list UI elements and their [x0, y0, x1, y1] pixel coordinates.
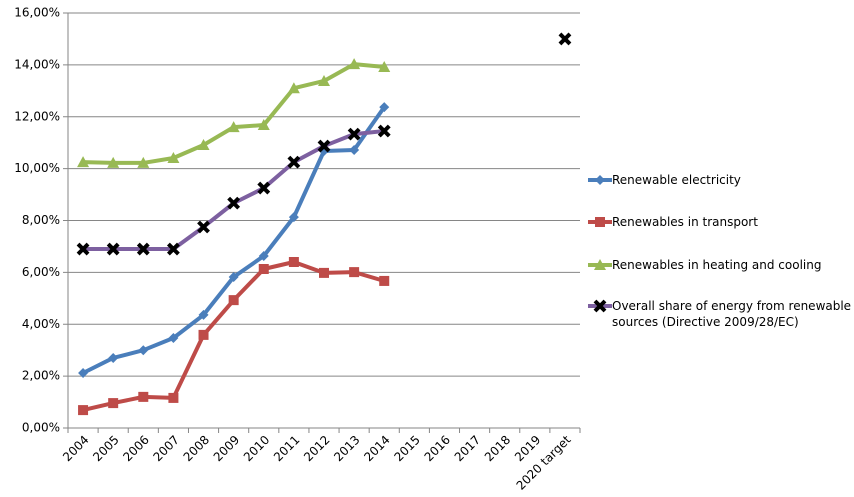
legend-item: Renewable electricity: [588, 172, 854, 188]
legend-swatch: [588, 175, 612, 185]
marker: [136, 242, 150, 256]
legend-label: Renewable electricity: [612, 173, 741, 187]
x-tick-label: 2017: [452, 433, 483, 464]
x-tick-label: 2011: [271, 433, 302, 464]
y-tick-label: 4,00%: [22, 317, 60, 331]
marker: [349, 144, 360, 155]
x-tick-label: 2004: [60, 433, 91, 464]
marker: [167, 151, 180, 163]
legend-label: Overall share of energy from renewable s…: [612, 299, 852, 329]
x-tick-label: 2012: [301, 433, 332, 464]
marker: [228, 272, 239, 283]
marker: [197, 220, 210, 234]
marker: [595, 217, 605, 227]
marker: [108, 398, 119, 409]
legend-label: Renewables in transport: [612, 215, 758, 229]
legend-item: Renewables in transport: [588, 214, 854, 230]
y-tick-label: 10,00%: [14, 161, 60, 175]
legend-swatch: [588, 259, 612, 270]
marker: [378, 60, 391, 72]
marker: [198, 329, 209, 340]
marker: [593, 299, 607, 313]
marker: [197, 139, 210, 151]
marker: [379, 275, 390, 286]
marker: [137, 156, 150, 168]
y-tick-label: 0,00%: [22, 421, 60, 435]
marker: [377, 124, 391, 138]
marker: [227, 196, 241, 210]
marker: [107, 156, 120, 168]
series-line: [82, 260, 385, 413]
x-tick-label: 2018: [482, 433, 513, 464]
marker: [288, 212, 299, 223]
marker: [257, 119, 270, 131]
marker: [138, 391, 149, 402]
marker: [287, 155, 301, 169]
marker: [258, 251, 269, 262]
marker: [78, 368, 89, 379]
marker: [77, 156, 90, 168]
y-tick-label: 16,00%: [14, 6, 60, 20]
marker: [595, 175, 605, 185]
marker: [558, 32, 572, 46]
marker: [594, 259, 606, 270]
legend-item: Renewables in heating and cooling: [588, 257, 854, 273]
x-tick-label: 2015: [391, 433, 422, 464]
y-tick-label: 8,00%: [22, 213, 60, 227]
marker: [106, 242, 120, 256]
legend-swatch: [588, 299, 612, 313]
marker: [317, 139, 331, 153]
marker: [76, 242, 90, 256]
marker: [349, 267, 360, 278]
marker: [168, 332, 179, 343]
marker: [138, 345, 149, 356]
marker: [166, 242, 180, 256]
y-tick-label: 6,00%: [22, 265, 60, 279]
marker: [78, 405, 89, 416]
legend-label: Renewables in heating and cooling: [612, 258, 822, 272]
marker: [288, 257, 299, 267]
marker: [198, 309, 209, 320]
series-line: [83, 62, 385, 165]
legend-swatch: [588, 217, 612, 227]
x-tick-label: 2005: [90, 433, 121, 464]
marker: [347, 127, 361, 141]
marker: [258, 264, 269, 275]
x-tick-label: 2008: [181, 433, 212, 464]
x-tick-label: 2013: [331, 433, 362, 464]
marker: [108, 352, 119, 363]
series-line: [82, 106, 386, 375]
y-tick-label: 12,00%: [14, 109, 60, 123]
x-tick-label: 2016: [422, 433, 453, 464]
marker: [257, 181, 271, 195]
legend-item: Overall share of energy from renewable s…: [588, 298, 854, 330]
x-tick-label: 2009: [211, 433, 242, 464]
marker: [287, 82, 300, 94]
marker: [319, 267, 329, 278]
x-tick-label: 2006: [120, 433, 151, 464]
marker: [227, 121, 240, 133]
marker: [168, 392, 179, 403]
y-tick-label: 14,00%: [14, 57, 60, 71]
x-tick-label: 2014: [361, 433, 392, 464]
x-tick-label: 2010: [241, 433, 272, 464]
x-tick-label: 2007: [151, 433, 182, 464]
marker: [379, 102, 390, 113]
marker: [348, 58, 361, 70]
y-tick-label: 2,00%: [22, 369, 60, 383]
marker: [318, 74, 330, 86]
marker: [228, 295, 239, 306]
